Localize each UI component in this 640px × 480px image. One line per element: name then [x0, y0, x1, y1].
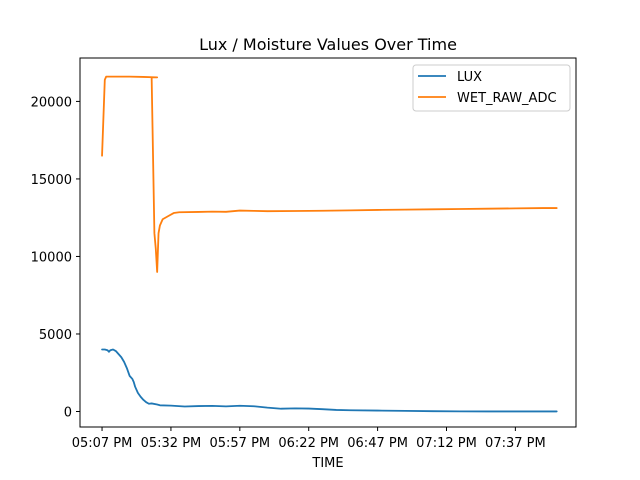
- y-tick-label: 15000: [31, 173, 72, 188]
- series-line-wet-raw-adc: [101, 75, 558, 273]
- x-tick-label: 06:47 PM: [347, 436, 408, 451]
- x-tick-label: 07:12 PM: [416, 436, 477, 451]
- x-axis: 05:07 PM 05:32 PM 05:57 PM 06:22 PM 06:47 PM…: [72, 427, 546, 451]
- series-line-lux: [101, 348, 558, 413]
- legend-label: WET_RAW_ADC: [457, 91, 557, 106]
- x-tick-label: 05:57 PM: [209, 436, 270, 451]
- y-tick-label: 10000: [31, 250, 72, 265]
- legend-box: [412, 64, 571, 112]
- x-tick-label: 05:32 PM: [141, 436, 202, 451]
- x-axis-title: TIME: [311, 456, 343, 471]
- chart-title: Lux / Moisture Values Over Time: [199, 35, 457, 54]
- y-axis: 0 5000 10000 15000 20000: [31, 95, 80, 420]
- plot-frame: [79, 57, 577, 428]
- x-tick-label: 06:22 PM: [278, 436, 339, 451]
- legend-label: LUX: [457, 70, 482, 85]
- legend: LUX WET_RAW_ADC: [412, 64, 571, 112]
- x-tick-label: 05:07 PM: [72, 436, 133, 451]
- y-tick-label: 5000: [39, 328, 72, 343]
- x-tick-label: 07:37 PM: [485, 436, 546, 451]
- y-tick-label: 0: [64, 405, 72, 420]
- plot-area: [101, 75, 558, 413]
- y-tick-label: 20000: [31, 95, 72, 110]
